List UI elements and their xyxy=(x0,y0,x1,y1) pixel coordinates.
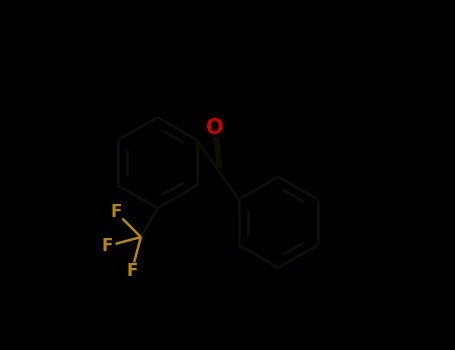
Text: F: F xyxy=(126,262,137,280)
Text: F: F xyxy=(111,203,122,221)
Text: F: F xyxy=(101,237,113,255)
Text: O: O xyxy=(206,118,224,138)
